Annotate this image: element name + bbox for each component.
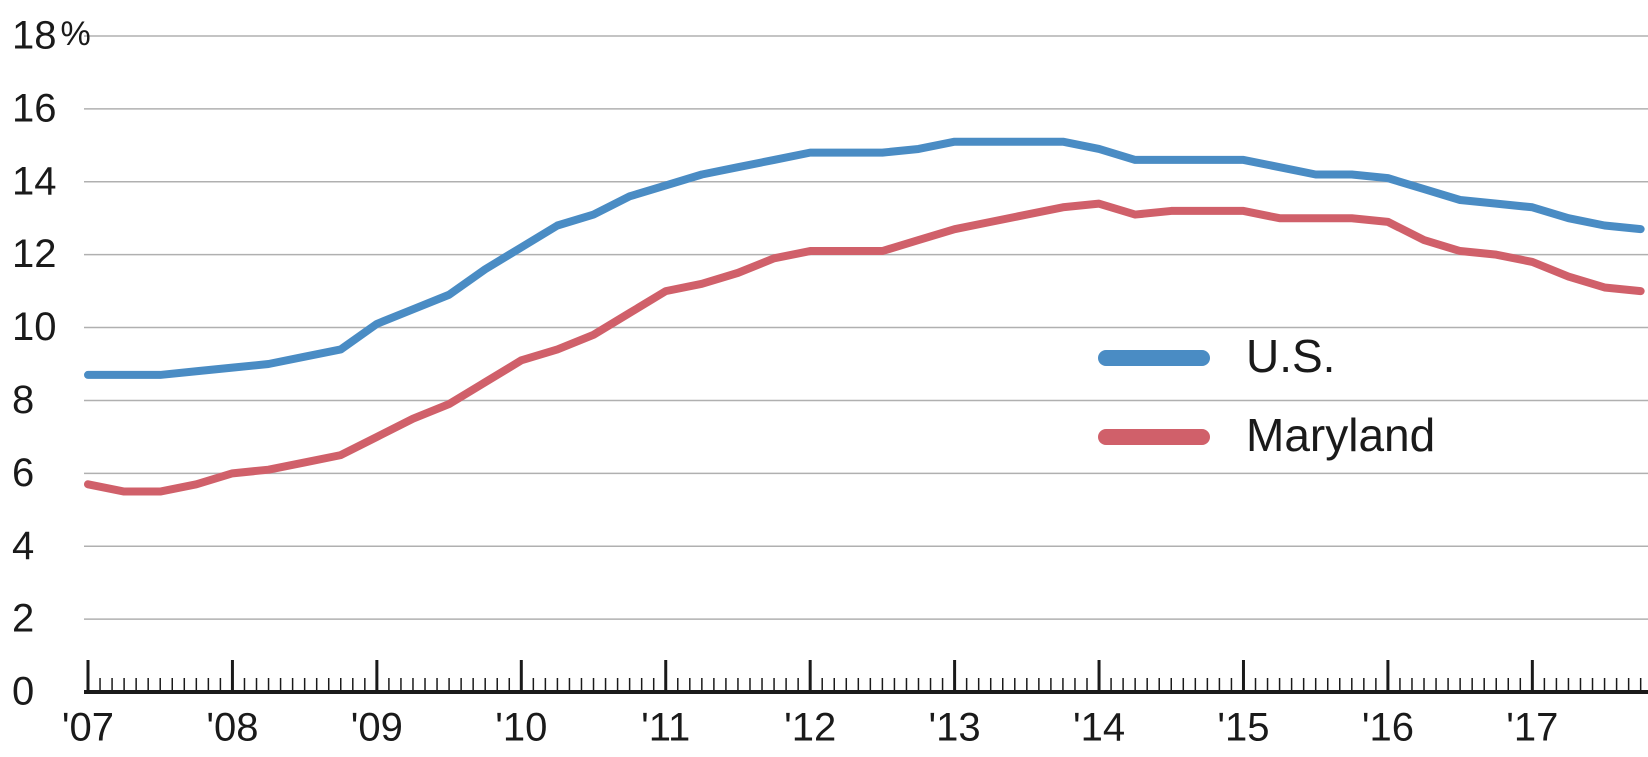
y-tick-label: 14 bbox=[12, 159, 57, 203]
x-tick-label: '09 bbox=[351, 706, 403, 750]
x-tick-label: '10 bbox=[495, 706, 547, 750]
y-tick-label: 16 bbox=[12, 86, 57, 130]
y-tick-label: 10 bbox=[12, 305, 57, 349]
series-line bbox=[84, 137, 1645, 379]
y-tick-label: 18 bbox=[12, 14, 57, 58]
y-tick-label: 12 bbox=[12, 232, 57, 276]
x-tick-label: '13 bbox=[929, 706, 981, 750]
x-tick-label: '15 bbox=[1217, 706, 1269, 750]
legend-label: Maryland bbox=[1246, 409, 1435, 461]
x-tick-label: '14 bbox=[1073, 706, 1125, 750]
y-tick-label: 0 bbox=[12, 670, 34, 714]
y-tick-label: 8 bbox=[12, 378, 34, 422]
x-tick-label: '17 bbox=[1506, 706, 1558, 750]
legend-label: U.S. bbox=[1246, 330, 1335, 382]
x-tick-label: '08 bbox=[206, 706, 258, 750]
y-tick-label: 4 bbox=[12, 524, 34, 568]
x-tick-label: '16 bbox=[1362, 706, 1414, 750]
y-unit: % bbox=[61, 15, 91, 53]
series-line bbox=[84, 199, 1645, 496]
x-tick-label: '11 bbox=[641, 706, 690, 750]
x-tick-label: '12 bbox=[784, 706, 836, 750]
y-tick-label: 6 bbox=[12, 451, 34, 495]
y-tick-label: 2 bbox=[12, 597, 34, 641]
x-tick-label: '07 bbox=[62, 706, 114, 750]
